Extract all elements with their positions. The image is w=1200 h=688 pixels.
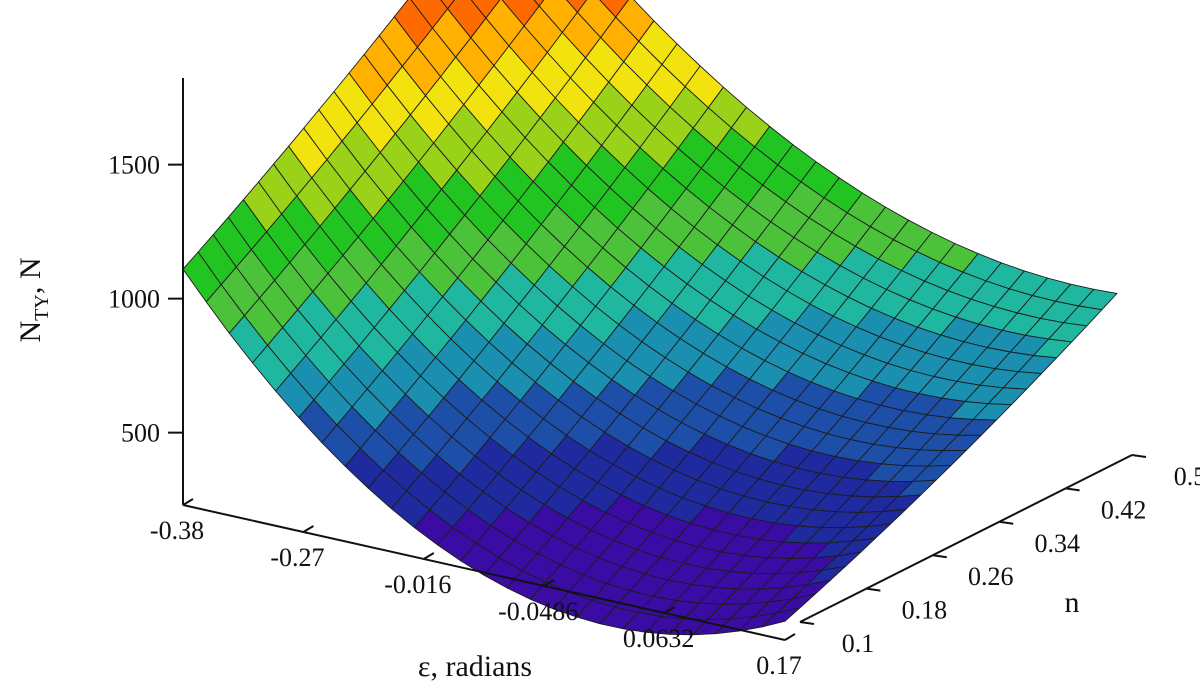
y-tick-label: 0.5 xyxy=(1174,462,1200,491)
y-tick-mark xyxy=(866,587,881,592)
x-axis-line xyxy=(182,504,786,641)
y-tick-label: 0.1 xyxy=(842,629,875,658)
x-tick-label: -0.27 xyxy=(270,543,324,572)
x-tick-mark xyxy=(423,552,435,560)
y-ticks: 0.1 0.18 0.26 0.34 0.42 0.5 xyxy=(799,454,1200,658)
x-tick-label: 0.0632 xyxy=(623,624,695,653)
y-tick-mark xyxy=(999,520,1014,525)
y-tick-label: 0.26 xyxy=(968,562,1014,591)
x-tick-label: -0.38 xyxy=(150,516,204,545)
surface-cell-2-19 xyxy=(533,0,545,7)
x-tick-label: 0.17 xyxy=(756,651,802,680)
z-tick-label: 1500 xyxy=(108,151,160,180)
z-tick-label: 1000 xyxy=(108,285,160,314)
y-tick-label: 0.42 xyxy=(1101,495,1147,524)
x-tick-label: -0.016 xyxy=(384,570,451,599)
surface-cell-25-0 xyxy=(761,607,801,628)
y-axis-title: n xyxy=(1065,586,1080,619)
y-tick-label: 0.34 xyxy=(1034,529,1080,558)
x-tick-mark xyxy=(182,498,194,506)
x-tick-mark xyxy=(664,606,676,614)
z-axis-title: NTY, N xyxy=(14,257,53,342)
y-tick-mark xyxy=(1131,454,1147,458)
x-tick-mark xyxy=(302,525,314,533)
z-tick-label: 500 xyxy=(121,419,160,448)
surface-cell-0-16 xyxy=(440,0,455,10)
x-tick-mark xyxy=(784,633,796,641)
surface-mesh xyxy=(182,0,1118,636)
x-tick-label: -0.0486 xyxy=(498,597,578,626)
y-tick-mark xyxy=(799,621,815,625)
y-tick-mark xyxy=(1065,487,1080,492)
x-axis-title: ε, radians xyxy=(418,650,532,683)
z-ticks: 500 1000 1500 xyxy=(108,151,183,448)
y-tick-label: 0.18 xyxy=(902,596,948,625)
y-tick-mark xyxy=(932,554,947,559)
y-axis-line xyxy=(799,454,1133,623)
x-ticks: -0.38 -0.27 -0.016 -0.0486 0.0632 0.17 xyxy=(150,498,802,680)
x-tick-mark xyxy=(543,579,555,587)
